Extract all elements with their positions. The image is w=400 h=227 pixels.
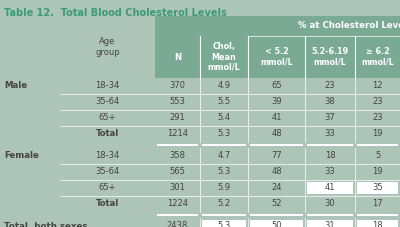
Bar	[307, 220, 353, 227]
Text: 35-64: 35-64	[95, 168, 120, 177]
Bar	[157, 214, 198, 216]
Text: Total: Total	[96, 200, 119, 209]
Bar	[0, 78, 400, 94]
Text: 39: 39	[271, 98, 282, 106]
Bar	[0, 218, 400, 227]
Text: 23: 23	[372, 98, 383, 106]
Bar	[357, 144, 398, 146]
Text: 65+: 65+	[99, 114, 116, 123]
Text: 35-64: 35-64	[95, 98, 120, 106]
Bar	[0, 180, 400, 196]
Bar	[250, 220, 303, 227]
Bar	[0, 196, 400, 212]
Text: 5.3: 5.3	[217, 168, 231, 177]
Text: 565: 565	[170, 168, 186, 177]
Text: 2438: 2438	[167, 222, 188, 227]
Bar	[357, 182, 398, 194]
Text: 4.9: 4.9	[218, 81, 230, 91]
Text: 77: 77	[271, 151, 282, 160]
Text: 35: 35	[372, 183, 383, 192]
Text: 23: 23	[372, 114, 383, 123]
Text: 1214: 1214	[167, 129, 188, 138]
Bar	[0, 110, 400, 126]
Bar	[0, 126, 400, 142]
Bar	[250, 144, 303, 146]
Text: 5.3: 5.3	[217, 222, 231, 227]
Text: 17: 17	[372, 200, 383, 209]
Text: 18-34: 18-34	[95, 151, 120, 160]
Text: 5.3: 5.3	[217, 129, 231, 138]
Bar	[357, 214, 398, 216]
Text: 291: 291	[170, 114, 185, 123]
Text: 19: 19	[372, 129, 383, 138]
Bar	[157, 144, 198, 146]
Bar	[0, 142, 400, 148]
Text: 31: 31	[325, 222, 335, 227]
Text: Age
group: Age group	[95, 37, 120, 57]
Text: Total: Total	[96, 129, 119, 138]
Text: 5.9: 5.9	[218, 183, 230, 192]
Bar	[155, 16, 400, 78]
Bar	[202, 144, 246, 146]
Bar	[202, 220, 246, 227]
Text: < 5.2
mmol/L: < 5.2 mmol/L	[260, 47, 293, 67]
Text: 18: 18	[372, 222, 383, 227]
Text: 52: 52	[271, 200, 282, 209]
Text: 5.4: 5.4	[218, 114, 230, 123]
Text: 48: 48	[271, 168, 282, 177]
Bar	[307, 182, 353, 194]
Text: 50: 50	[271, 222, 282, 227]
Text: 23: 23	[325, 81, 335, 91]
Text: 24: 24	[271, 183, 282, 192]
Text: 38: 38	[325, 98, 335, 106]
Text: 5.2: 5.2	[218, 200, 230, 209]
Text: 65: 65	[271, 81, 282, 91]
Text: 18-34: 18-34	[95, 81, 120, 91]
Text: 37: 37	[325, 114, 335, 123]
Bar	[0, 148, 400, 164]
Text: 553: 553	[170, 98, 186, 106]
Text: 5: 5	[375, 151, 380, 160]
Text: 370: 370	[170, 81, 186, 91]
Bar	[202, 214, 246, 216]
Bar	[0, 94, 400, 110]
Text: 33: 33	[325, 168, 335, 177]
Bar	[0, 164, 400, 180]
Text: 18: 18	[325, 151, 335, 160]
Text: 41: 41	[271, 114, 282, 123]
Text: % at Cholesterol Level: % at Cholesterol Level	[298, 22, 400, 30]
Text: 12: 12	[372, 81, 383, 91]
Text: 48: 48	[271, 129, 282, 138]
Text: Total, both sexes: Total, both sexes	[4, 222, 88, 227]
Text: 5.2-6.19
mmol/L: 5.2-6.19 mmol/L	[312, 47, 348, 67]
Text: 5.5: 5.5	[218, 98, 230, 106]
Text: Table 12.  Total Blood Cholesterol Levels: Table 12. Total Blood Cholesterol Levels	[4, 8, 227, 18]
Text: 4.7: 4.7	[217, 151, 231, 160]
Text: 19: 19	[372, 168, 383, 177]
Text: N: N	[174, 52, 181, 62]
Text: 65+: 65+	[99, 183, 116, 192]
Bar	[250, 214, 303, 216]
Text: Male: Male	[4, 81, 27, 91]
Text: 30: 30	[325, 200, 335, 209]
Text: 358: 358	[170, 151, 186, 160]
Bar	[357, 220, 398, 227]
Text: 301: 301	[170, 183, 186, 192]
Text: 41: 41	[325, 183, 335, 192]
Bar	[307, 214, 353, 216]
Text: 33: 33	[325, 129, 335, 138]
Text: Chol,
Mean
mmol/L: Chol, Mean mmol/L	[208, 42, 240, 72]
Text: 1224: 1224	[167, 200, 188, 209]
Text: Female: Female	[4, 151, 39, 160]
Bar	[248, 16, 400, 36]
Bar	[307, 144, 353, 146]
Text: ≥ 6.2
mmol/L: ≥ 6.2 mmol/L	[361, 47, 394, 67]
Bar	[0, 212, 400, 218]
